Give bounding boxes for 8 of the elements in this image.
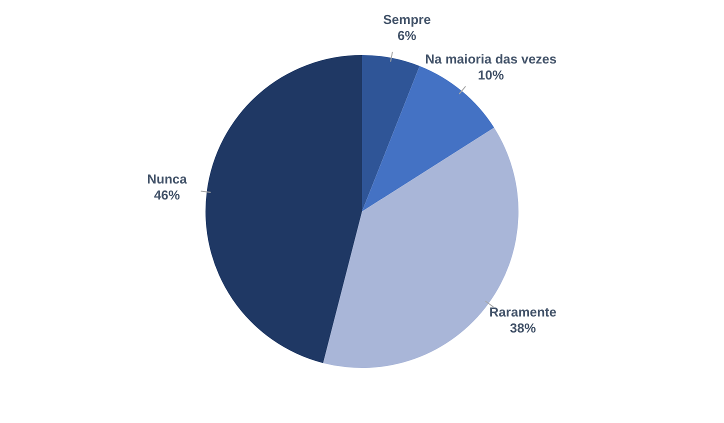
slice-label: Nunca (147, 172, 188, 187)
slice-label: Sempre (383, 12, 431, 27)
slice-label: Raramente (489, 304, 556, 320)
data-label: 10% (478, 67, 504, 82)
slice-label: Na maioria das vezes (425, 51, 557, 66)
data-label: 6% (398, 28, 417, 43)
data-label: 46% (154, 188, 180, 203)
data-label: 38% (510, 320, 536, 336)
